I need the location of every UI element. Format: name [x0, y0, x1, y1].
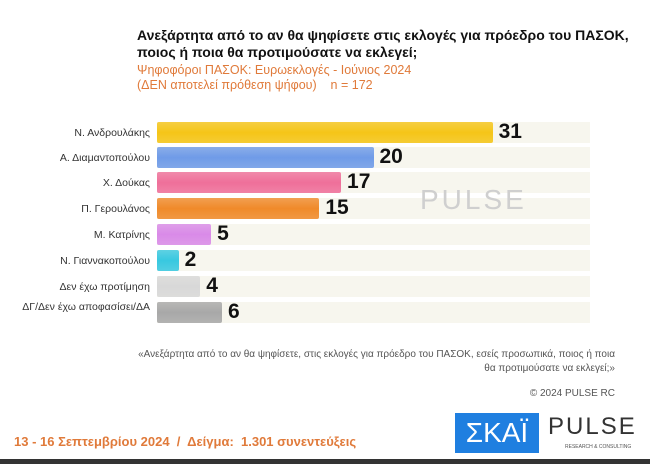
data-label: 5 [217, 222, 229, 245]
pulse-logo-sub: RESEARCH & CONSULTING [565, 444, 632, 450]
chart-header: Ανεξάρτητα από το αν θα ψηφίσετε στις εκ… [137, 27, 637, 93]
pulse-logo: PULSE [548, 413, 637, 440]
bar [157, 147, 374, 168]
data-label: 17 [347, 170, 371, 193]
data-label: 15 [325, 196, 349, 219]
subtitle-line: Ψηφοφόροι ΠΑΣΟΚ: Ευρωεκλογές - Ιούνιος 2… [137, 63, 412, 77]
bar-track [157, 302, 590, 323]
bar [157, 198, 320, 219]
copyright: © 2024 PULSE RC [529, 388, 615, 399]
subtitle-line: (ΔΕΝ αποτελεί πρόθεση ψήφου) n = 172 [137, 78, 373, 92]
category-label: Α. Διαμαντοπούλου [59, 152, 150, 164]
data-label: 4 [206, 274, 218, 297]
chart-title: Ανεξάρτητα από το αν θα ψηφίσετε στις εκ… [137, 27, 629, 60]
bar [157, 302, 222, 323]
category-label: ΔΓ/Δεν έχω αποφασίσει/ΔΑ [22, 301, 150, 313]
bar [157, 172, 342, 193]
bar-track [157, 250, 590, 271]
category-label: Μ. Κατρίνης [93, 229, 150, 241]
bottom-divider [0, 459, 650, 464]
data-label: 2 [184, 248, 197, 271]
category-label: Ν. Ανδρουλάκης [74, 127, 150, 139]
bar-track [157, 276, 590, 297]
footer-dates-sample: 13 - 16 Σεπτεμβρίου 2024 / Δείγμα: 1.301… [14, 434, 357, 449]
category-label: Π. Γερουλάνος [81, 203, 150, 215]
bar [157, 224, 212, 245]
category-label: Δεν έχω προτίμηση [59, 281, 151, 293]
skai-logo: ΣΚΑΪ [455, 413, 539, 453]
bar [157, 276, 201, 297]
watermark: PULSE [420, 184, 527, 215]
chart-subtitle: Ψηφοφόροι ΠΑΣΟΚ: Ευρωεκλογές - Ιούνιος 2… [137, 63, 637, 93]
question-quote: «Ανεξάρτητα από το αν θα ψηφίσετε, στις … [138, 349, 615, 374]
category-label: Χ. Δούκας [102, 177, 150, 189]
category-label: Ν. Γιαννακοπούλου [60, 255, 150, 267]
bar [157, 122, 493, 143]
bar-track [157, 224, 590, 245]
data-label: 6 [227, 300, 240, 323]
data-label: 31 [498, 120, 522, 143]
bar [157, 250, 179, 271]
data-label: 20 [379, 145, 403, 168]
